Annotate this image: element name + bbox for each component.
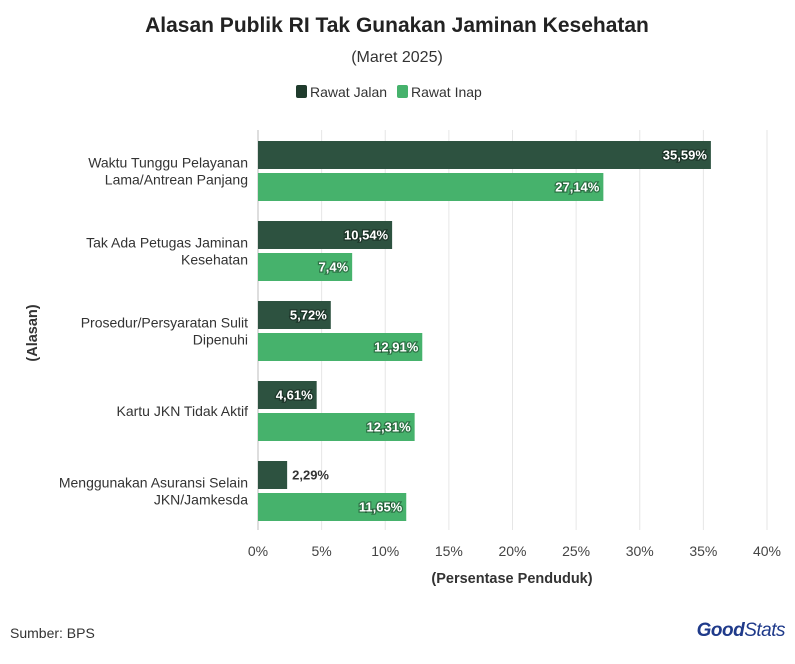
x-tick-label: 0%	[248, 543, 268, 559]
data-label: 5,72%	[290, 308, 327, 323]
chart-subtitle: (Maret 2025)	[351, 49, 443, 66]
x-axis-title: (Persentase Penduduk)	[431, 571, 592, 587]
x-tick-label: 35%	[689, 543, 717, 559]
bar	[258, 493, 407, 521]
data-label: 4,61%	[276, 388, 313, 403]
y-axis-title: (Alasan)	[25, 304, 41, 361]
bar	[258, 301, 331, 329]
category-label: Prosedur/Persyaratan Sulit	[81, 315, 248, 331]
category-label: Lama/Antrean Panjang	[105, 172, 248, 188]
bar	[258, 253, 353, 281]
data-label: 35,59%	[663, 148, 708, 163]
source-note: Sumber: BPS	[10, 625, 95, 641]
legend-swatch	[296, 85, 307, 98]
x-axis-ticks: 0% 5% 10% 15% 20% 25% 30% 35% 40%	[248, 543, 781, 559]
bar	[258, 173, 604, 201]
category-label: JKN/Jamkesda	[154, 492, 248, 508]
category-label: Kesehatan	[181, 252, 248, 268]
bar	[258, 381, 317, 409]
goodstats-logo: GoodStats	[696, 620, 786, 642]
data-label: 12,91%	[374, 340, 419, 355]
logo-stats: Stats	[744, 620, 785, 641]
category-label: Tak Ada Petugas Jaminan	[86, 235, 248, 251]
bar	[258, 333, 423, 361]
x-tick-label: 20%	[498, 543, 526, 559]
x-tick-label: 5%	[312, 543, 332, 559]
x-tick-label: 40%	[753, 543, 781, 559]
legend-label: Rawat Inap	[411, 84, 482, 100]
x-tick-label: 25%	[562, 543, 590, 559]
category-label: Kartu JKN Tidak Aktif	[117, 403, 249, 419]
data-label: 10,54%	[344, 228, 389, 243]
logo-good: Good	[696, 620, 745, 641]
bars: 35,59% 27,14% 10,54% 7,4% 5,72% 12,91% 4,61% 12…	[258, 141, 711, 521]
x-tick-label: 10%	[371, 543, 399, 559]
bar	[258, 221, 393, 249]
legend-swatch	[397, 85, 408, 98]
bar	[258, 141, 711, 169]
data-label: 11,65%	[359, 500, 403, 515]
data-label: 12,31%	[367, 420, 412, 435]
category-label: Menggunakan Asuransi Selain	[59, 475, 248, 491]
category-label: Waktu Tunggu Pelayanan	[88, 155, 248, 171]
x-tick-label: 30%	[626, 543, 654, 559]
bar	[258, 461, 288, 489]
bar	[258, 413, 415, 441]
data-label: 7,4%	[319, 260, 349, 275]
legend-label: Rawat Jalan	[310, 84, 387, 100]
chart-title: Alasan Publik RI Tak Gunakan Jaminan Kes…	[145, 14, 649, 37]
legend: Rawat Jalan Rawat Inap	[296, 84, 482, 100]
category-label: Dipenuhi	[193, 332, 248, 348]
data-label: 2,29%	[292, 468, 329, 483]
x-tick-label: 15%	[435, 543, 463, 559]
data-label: 27,14%	[555, 180, 600, 195]
